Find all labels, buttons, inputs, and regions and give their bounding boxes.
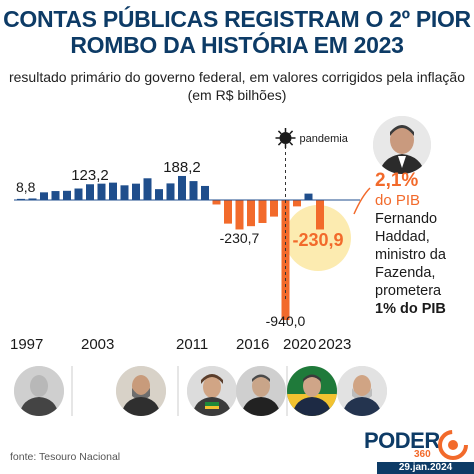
virus-spike — [289, 130, 294, 135]
virus-spike — [289, 141, 294, 146]
side-note-pct-suffix: do PIB — [375, 192, 421, 209]
portrait-5 — [287, 366, 337, 416]
x-tick-2016: 2016 — [236, 336, 269, 353]
haddad-photo — [373, 116, 431, 174]
bar-2022 — [304, 193, 313, 200]
bar-2002 — [74, 188, 83, 200]
bar-2007 — [132, 183, 140, 200]
bar-2023 — [316, 200, 324, 230]
highlight-circle — [285, 205, 351, 271]
bar-1997 — [17, 198, 25, 200]
data-label-2016: -230,7 — [220, 230, 260, 246]
data-label-1997: 8,8 — [16, 179, 36, 195]
bar-2013 — [201, 185, 209, 200]
portrait-2 — [116, 366, 166, 416]
brand-name: PODER — [364, 428, 440, 453]
data-label-2011: 188,2 — [163, 159, 201, 176]
source-note: fonte: Tesouro Nacional — [10, 451, 121, 463]
data-label-2020: -940,0 — [266, 313, 306, 329]
bar-2012 — [189, 181, 198, 200]
bar-2016 — [235, 200, 244, 230]
side-note: 2,1% do PIB Fernando Haddad, ministro da… — [375, 170, 471, 318]
bar-2018 — [258, 200, 267, 223]
x-tick-2020: 2020 — [283, 336, 316, 353]
bar-2001 — [63, 190, 71, 200]
portrait-6 — [337, 366, 387, 416]
chart-subtitle: resultado primário do governo federal, e… — [8, 69, 466, 103]
side-note-pct: 2,1% — [375, 170, 419, 191]
bar-1998 — [28, 198, 37, 200]
portrait-3 — [187, 366, 237, 416]
bar-2003 — [86, 184, 94, 200]
data-label-2023: -230,9 — [292, 230, 343, 250]
virus-spike — [277, 130, 282, 135]
bar-2005 — [109, 182, 117, 200]
portrait-1 — [14, 366, 64, 416]
pandemia-annotation: pandemia — [300, 133, 349, 145]
bar-2014 — [212, 200, 221, 205]
portrait-4 — [236, 366, 286, 416]
brand-sub: 360 — [414, 449, 431, 460]
bar-2004 — [97, 183, 106, 200]
x-tick-1997: 1997 — [10, 336, 43, 353]
side-note-goal: 1% do PIB — [375, 301, 446, 317]
virus-spike — [277, 141, 282, 146]
bar-2006 — [120, 185, 129, 200]
x-tick-2023: 2023 — [318, 336, 351, 353]
bar-2019 — [270, 200, 278, 217]
callout-arrow — [353, 187, 371, 215]
data-label-2003: 123,2 — [71, 167, 109, 184]
brand-logo-icon — [438, 430, 468, 460]
virus-icon — [279, 132, 292, 144]
bar-2011 — [178, 175, 186, 200]
bar-2015 — [224, 200, 232, 224]
bar-2021 — [293, 200, 301, 207]
side-note-text: Fernando Haddad, ministro da Fazenda, pr… — [375, 211, 446, 299]
bar-2010 — [166, 183, 175, 200]
bar-2000 — [51, 191, 60, 200]
bar-1999 — [40, 192, 48, 200]
bar-2008 — [143, 178, 152, 200]
bar-2017 — [247, 200, 255, 227]
chart-title: CONTAS PÚBLICAS REGISTRAM O 2º PIOR ROMB… — [3, 6, 471, 58]
bar-2009 — [155, 189, 163, 200]
x-tick-2011: 2011 — [176, 336, 208, 353]
date-label: 29.jan.2024 — [377, 462, 474, 474]
x-tick-2003: 2003 — [81, 336, 114, 353]
